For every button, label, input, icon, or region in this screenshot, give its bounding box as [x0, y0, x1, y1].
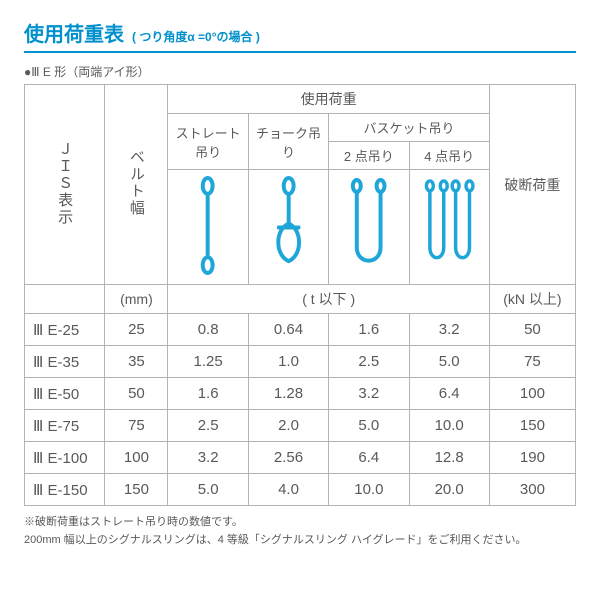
cell-b2: 6.4 — [329, 442, 409, 474]
cell-c: 1.0 — [248, 346, 328, 378]
hdr-straight: ストレート吊り — [168, 114, 248, 170]
table-row: Ⅲ E-50501.61.283.26.4100 — [25, 378, 576, 410]
hdr-basket2: 2 点吊り — [329, 142, 409, 170]
hdr-basket4: 4 点吊り — [409, 142, 489, 170]
cell-jis: Ⅲ E-100 — [25, 442, 105, 474]
cell-b4: 12.8 — [409, 442, 489, 474]
note-1: ※破断荷重はストレート吊り時の数値です。 — [24, 514, 576, 532]
table-row: Ⅲ E-25250.80.641.63.250 — [25, 314, 576, 346]
cell-b4: 6.4 — [409, 378, 489, 410]
cell-br: 100 — [489, 378, 575, 410]
cell-b2: 3.2 — [329, 378, 409, 410]
hdr-belt: ベルト幅 — [105, 85, 168, 285]
cell-b4: 20.0 — [409, 474, 489, 506]
hdr-basket: バスケット吊り — [329, 114, 490, 142]
subhead: ●Ⅲ E 形（両端アイ形） — [24, 63, 576, 80]
unit-break: (kN 以上) — [489, 285, 575, 314]
unit-belt: (mm) — [105, 285, 168, 314]
units-row: (mm) ( t 以下 ) (kN 以上) — [25, 285, 576, 314]
cell-jis: Ⅲ E-35 — [25, 346, 105, 378]
title-sub: ( つり角度α =0°の場合 ) — [132, 28, 260, 45]
cell-belt: 25 — [105, 314, 168, 346]
cell-belt: 100 — [105, 442, 168, 474]
cell-belt: 35 — [105, 346, 168, 378]
load-table: ＪＩＳ表示 ベルト幅 使用荷重 破断荷重 ストレート吊り チョーク吊り バスケッ… — [24, 84, 576, 506]
cell-c: 4.0 — [248, 474, 328, 506]
cell-b4: 3.2 — [409, 314, 489, 346]
cell-c: 2.0 — [248, 410, 328, 442]
cell-s: 0.8 — [168, 314, 248, 346]
cell-b4: 5.0 — [409, 346, 489, 378]
hdr-jis: ＪＩＳ表示 — [25, 85, 105, 285]
hdr-break: 破断荷重 — [489, 85, 575, 285]
cell-s: 1.6 — [168, 378, 248, 410]
note-2: 200mm 幅以上のシグナルスリングは、4 等級「シグナルスリング ハイグレード… — [24, 532, 576, 550]
cell-s: 3.2 — [168, 442, 248, 474]
cell-c: 1.28 — [248, 378, 328, 410]
cell-s: 1.25 — [168, 346, 248, 378]
cell-br: 300 — [489, 474, 575, 506]
notes: ※破断荷重はストレート吊り時の数値です。 200mm 幅以上のシグナルスリングは… — [24, 514, 576, 549]
cell-br: 190 — [489, 442, 575, 474]
cell-s: 2.5 — [168, 410, 248, 442]
cell-c: 2.56 — [248, 442, 328, 474]
icon-basket2 — [329, 170, 409, 285]
cell-c: 0.64 — [248, 314, 328, 346]
cell-b2: 1.6 — [329, 314, 409, 346]
cell-br: 50 — [489, 314, 575, 346]
cell-s: 5.0 — [168, 474, 248, 506]
title-row: 使用荷重表 ( つり角度α =0°の場合 ) — [24, 18, 576, 53]
table-row: Ⅲ E-35351.251.02.55.075 — [25, 346, 576, 378]
unit-usage: ( t 以下 ) — [168, 285, 489, 314]
title-main: 使用荷重表 — [24, 18, 124, 47]
hdr-usage: 使用荷重 — [168, 85, 489, 114]
cell-jis: Ⅲ E-50 — [25, 378, 105, 410]
cell-br: 75 — [489, 346, 575, 378]
table-row: Ⅲ E-75752.52.05.010.0150 — [25, 410, 576, 442]
cell-belt: 50 — [105, 378, 168, 410]
cell-belt: 150 — [105, 474, 168, 506]
cell-jis: Ⅲ E-25 — [25, 314, 105, 346]
cell-b2: 5.0 — [329, 410, 409, 442]
cell-b4: 10.0 — [409, 410, 489, 442]
cell-jis: Ⅲ E-150 — [25, 474, 105, 506]
cell-b2: 2.5 — [329, 346, 409, 378]
table-row: Ⅲ E-1001003.22.566.412.8190 — [25, 442, 576, 474]
cell-belt: 75 — [105, 410, 168, 442]
table-row: Ⅲ E-1501505.04.010.020.0300 — [25, 474, 576, 506]
hdr-choke: チョーク吊り — [248, 114, 328, 170]
cell-jis: Ⅲ E-75 — [25, 410, 105, 442]
cell-br: 150 — [489, 410, 575, 442]
icon-straight — [168, 170, 248, 285]
icon-choke — [248, 170, 328, 285]
icon-basket4 — [409, 170, 489, 285]
cell-b2: 10.0 — [329, 474, 409, 506]
